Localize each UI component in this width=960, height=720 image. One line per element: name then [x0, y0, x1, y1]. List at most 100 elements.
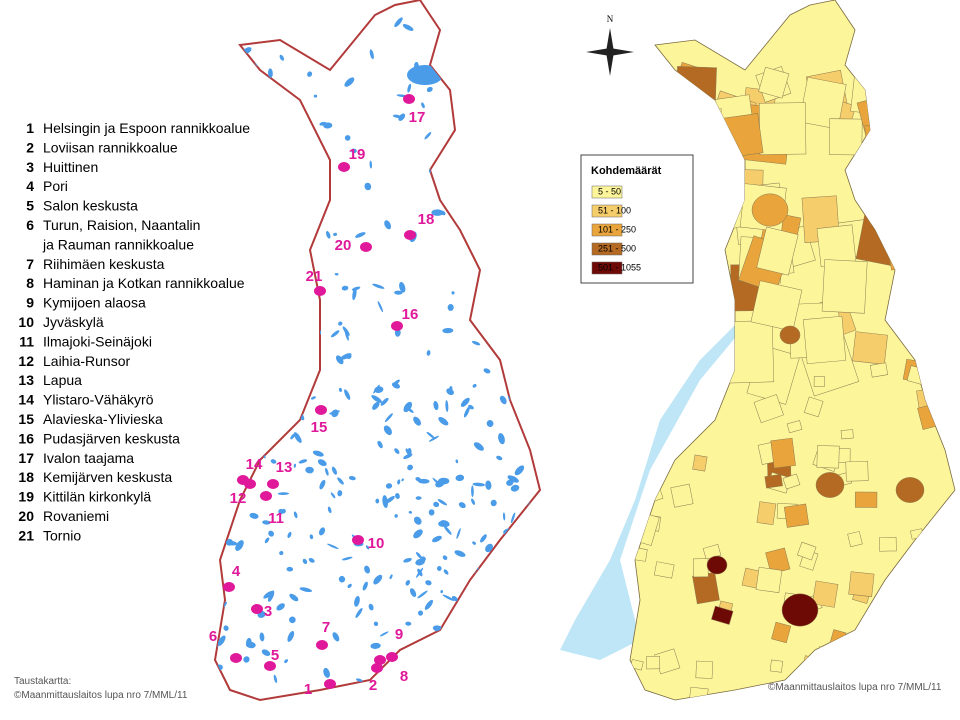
lake [476, 186, 486, 192]
lake [501, 123, 507, 134]
municipality [916, 388, 936, 409]
lake [514, 526, 519, 530]
area-name: Lapua [43, 372, 82, 388]
area-number: 9 [26, 295, 34, 311]
lake [534, 70, 540, 73]
area-number: 4 [26, 178, 34, 194]
lake [446, 642, 451, 646]
lake [405, 621, 412, 626]
legend-label: 501 - 1055 [598, 262, 641, 272]
area-number: 1 [26, 120, 34, 136]
lake [451, 31, 461, 38]
lake [261, 357, 270, 360]
lake [415, 496, 422, 500]
lake [466, 588, 472, 595]
lake [527, 329, 536, 340]
area-name: Loviisan rannikkoalue [43, 139, 178, 155]
municipality [803, 315, 847, 364]
area-map-label: 2 [369, 677, 377, 694]
area-map-label: 13 [276, 459, 293, 476]
lake [526, 591, 539, 598]
lake [418, 610, 424, 616]
municipality [680, 291, 734, 343]
municipality [828, 118, 863, 156]
lake [356, 678, 363, 682]
area-name: ja Rauman rannikkoalue [42, 236, 194, 252]
target-area [230, 653, 242, 663]
lake [372, 401, 380, 410]
lake [238, 313, 245, 320]
area-map-label: 17 [409, 109, 426, 126]
lake [268, 530, 275, 537]
municipality [756, 501, 777, 526]
municipality [938, 145, 955, 173]
municipality [918, 225, 955, 285]
target-area [338, 162, 350, 172]
municipality [949, 118, 955, 157]
lake [375, 498, 380, 504]
area-name: Ylistaro-Vähäkyrö [43, 392, 154, 408]
municipality [913, 541, 942, 571]
municipality [914, 547, 936, 566]
lake [511, 157, 517, 167]
lake [284, 27, 291, 34]
lake [445, 400, 449, 413]
municipality [875, 172, 934, 233]
municipality [688, 686, 709, 700]
lake [364, 182, 372, 191]
area-map-label: 11 [268, 510, 284, 527]
lake [472, 384, 477, 388]
lake [507, 475, 519, 483]
lake [289, 616, 296, 624]
lake [260, 439, 266, 445]
municipality [885, 230, 920, 271]
target-area [404, 230, 416, 240]
credit: Taustakartta: [14, 676, 71, 687]
lake [279, 550, 284, 556]
municipality [916, 171, 955, 216]
lake [350, 148, 357, 154]
target-area [391, 321, 403, 331]
target-area [267, 479, 279, 489]
area-map-label: 20 [335, 237, 352, 254]
lake [405, 580, 411, 586]
lake [308, 558, 315, 563]
lake [425, 580, 432, 586]
municipality [855, 212, 911, 268]
lake [287, 531, 292, 538]
municipality [891, 193, 947, 241]
lake [301, 160, 311, 170]
lake [474, 629, 481, 637]
area-map-label: 6 [209, 628, 217, 645]
lake [362, 581, 368, 591]
lake [442, 555, 448, 561]
lake [411, 670, 418, 683]
lake [475, 181, 486, 188]
lake [315, 42, 320, 49]
municipality [952, 514, 955, 539]
lake [355, 232, 366, 238]
municipality [759, 102, 807, 155]
lake [237, 293, 243, 300]
compass-north: N [607, 14, 614, 24]
lake [535, 42, 540, 49]
lake [376, 677, 385, 683]
legend: Kohdemäärät 5 - 50 51 - 100 101 - 250 251 -… [580, 154, 694, 284]
municipality [779, 325, 801, 345]
target-area [403, 94, 415, 104]
lake [424, 599, 433, 610]
lake [416, 552, 423, 560]
lake [223, 625, 229, 631]
lake [327, 543, 339, 550]
lake [273, 674, 278, 684]
lake [383, 425, 392, 436]
lake [323, 667, 330, 678]
municipality [845, 461, 869, 482]
lake [226, 207, 230, 215]
lake [401, 478, 404, 482]
target-area [371, 663, 383, 673]
lake [490, 122, 495, 129]
lake [377, 301, 384, 313]
lake [260, 122, 271, 125]
area-name: Salon keskusta [43, 198, 138, 214]
